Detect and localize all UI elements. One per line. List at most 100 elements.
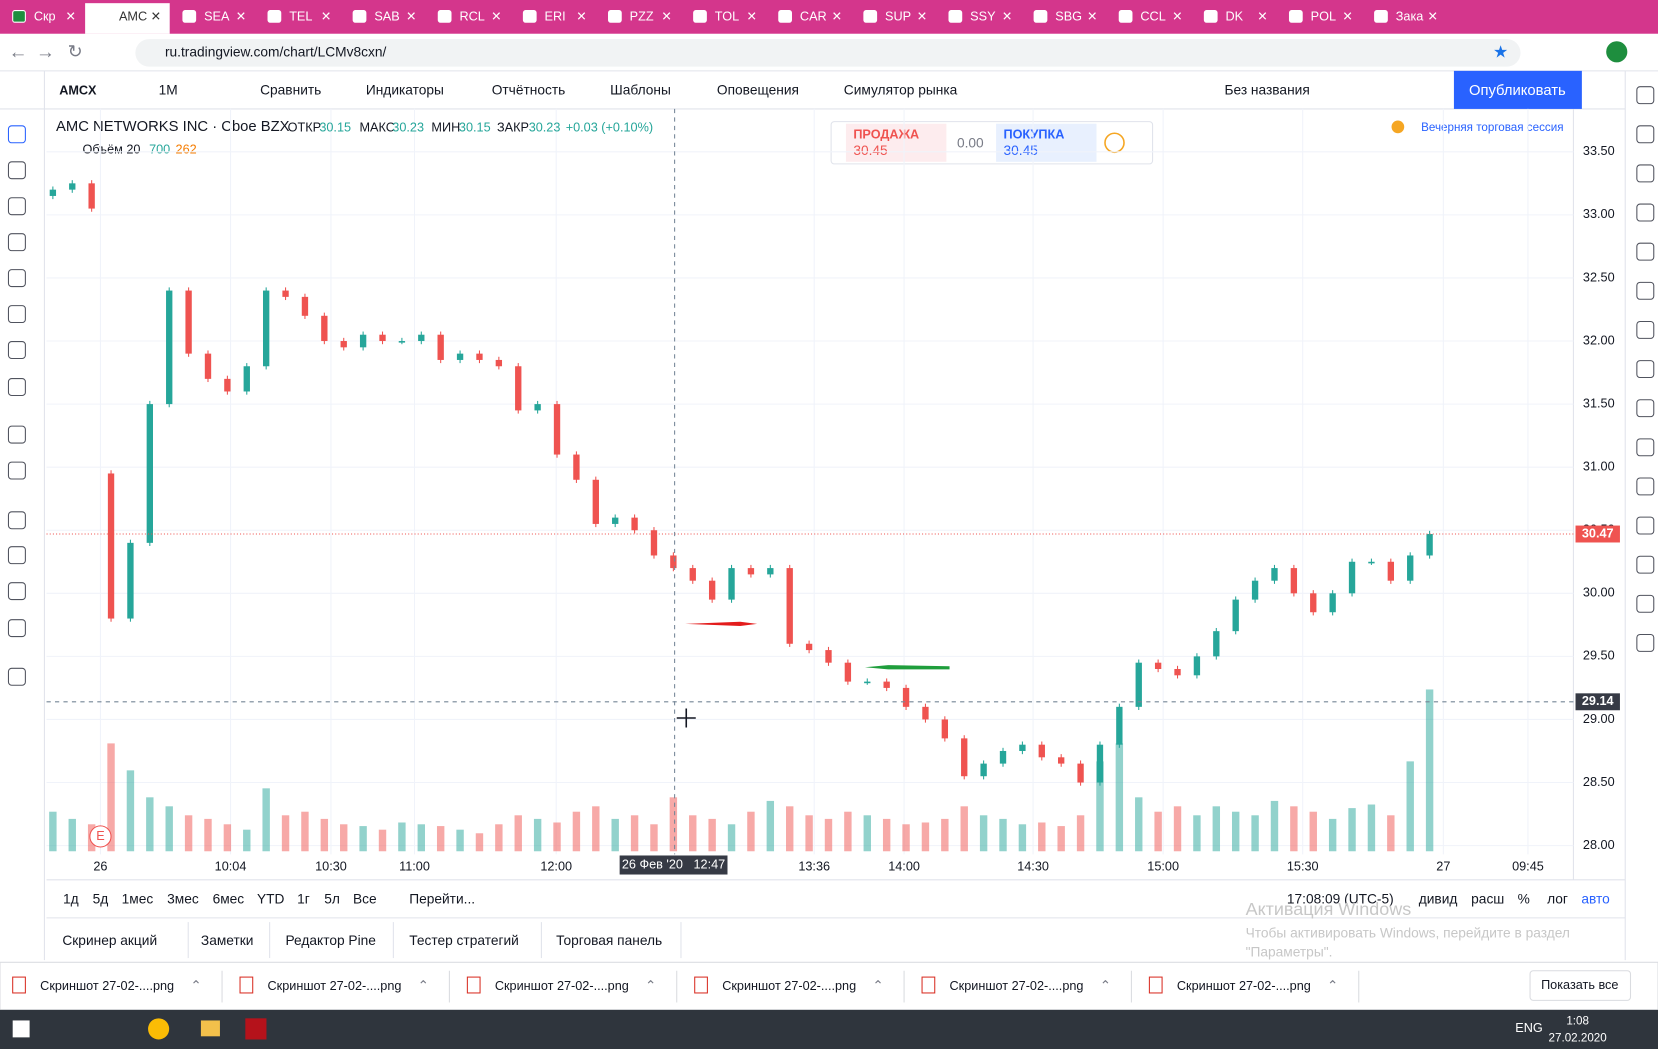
- symbol[interactable]: AMCX: [59, 83, 97, 97]
- tab-title[interactable]: SBG: [1055, 9, 1082, 23]
- toolbar-item[interactable]: Симулятор рынка: [844, 83, 958, 98]
- download-item[interactable]: Скриншот 27-02-....png: [950, 979, 1084, 993]
- tab-close[interactable]: ✕: [1087, 9, 1098, 23]
- tool-icon[interactable]: [7, 511, 26, 530]
- toolbar-item[interactable]: Оповещения: [717, 83, 799, 98]
- tab-close[interactable]: ✕: [1257, 9, 1268, 23]
- sidebar-icon[interactable]: [1636, 125, 1655, 144]
- tab-close[interactable]: ✕: [832, 9, 843, 23]
- range-button[interactable]: 1д: [63, 892, 79, 907]
- tab-close[interactable]: ✕: [236, 9, 247, 23]
- tool-icon[interactable]: [7, 461, 26, 480]
- tool-icon[interactable]: [7, 378, 26, 397]
- tab-close[interactable]: ✕: [321, 9, 332, 23]
- tab-title[interactable]: SUP: [885, 9, 911, 23]
- download-item[interactable]: Скриншот 27-02-....png: [1177, 979, 1311, 993]
- url-field[interactable]: [135, 39, 1521, 67]
- bottom-tab[interactable]: Торговая панель: [556, 933, 662, 948]
- bookmark[interactable]: ★: [1493, 42, 1508, 61]
- drawing-arrow[interactable]: [685, 621, 758, 627]
- show-all-button[interactable]: [1529, 970, 1632, 1001]
- bottom-tab[interactable]: Тестер стратегий: [409, 933, 519, 948]
- tab-title[interactable]: RCL: [459, 9, 484, 23]
- bottom-tab[interactable]: Заметки: [201, 933, 254, 948]
- tool-icon[interactable]: [7, 233, 26, 252]
- sidebar-icon[interactable]: [1636, 438, 1655, 457]
- download-item[interactable]: Скриншот 27-02-....png: [722, 979, 856, 993]
- tab-title[interactable]: TEL: [289, 9, 312, 23]
- sidebar-icon[interactable]: [1636, 281, 1655, 300]
- tab-title[interactable]: POL: [1311, 9, 1336, 23]
- pdf-icon[interactable]: [245, 1018, 267, 1040]
- toolbar-item[interactable]: Индикаторы: [366, 83, 444, 98]
- tab-close[interactable]: ✕: [1002, 9, 1013, 23]
- tool-icon[interactable]: [7, 125, 26, 144]
- bottom-tab[interactable]: Редактор Pine: [285, 933, 376, 948]
- tab-title[interactable]: TOL: [715, 9, 739, 23]
- sidebar-icon[interactable]: [1636, 320, 1655, 339]
- tab-title[interactable]: Скр: [34, 9, 56, 23]
- sidebar-icon[interactable]: [1636, 164, 1655, 183]
- forward[interactable]: →: [36, 42, 55, 63]
- goto[interactable]: Перейти...: [409, 892, 475, 907]
- range-button[interactable]: 1г: [297, 892, 310, 907]
- tool-icon[interactable]: [7, 305, 26, 324]
- tab-close[interactable]: ✕: [661, 9, 672, 23]
- tab-title[interactable]: Зака: [1396, 9, 1425, 23]
- tool-icon[interactable]: [7, 197, 26, 216]
- range-button[interactable]: 1мес: [122, 892, 154, 907]
- tab-title[interactable]: CCL: [1140, 9, 1165, 23]
- tab-close[interactable]: ✕: [151, 9, 162, 23]
- range-button[interactable]: 5д: [93, 892, 109, 907]
- tool-icon[interactable]: [7, 341, 26, 360]
- sidebar-icon[interactable]: [1636, 360, 1655, 379]
- sidebar-icon[interactable]: [1636, 477, 1655, 496]
- tab-title[interactable]: SEA: [204, 9, 230, 23]
- start-button[interactable]: [12, 1020, 30, 1038]
- sidebar-icon[interactable]: [1636, 203, 1655, 222]
- profile[interactable]: [1606, 41, 1628, 63]
- range-button[interactable]: YTD: [257, 892, 285, 907]
- sidebar-icon[interactable]: [1636, 242, 1655, 261]
- tab-close[interactable]: ✕: [747, 9, 758, 23]
- bottom-tab[interactable]: Скринер акций: [62, 933, 157, 948]
- tab-close[interactable]: ✕: [576, 9, 587, 23]
- range-button[interactable]: 5л: [324, 892, 340, 907]
- tab-close[interactable]: ✕: [406, 9, 417, 23]
- chart-option[interactable]: расш: [1471, 892, 1504, 907]
- layout-name[interactable]: Без названия: [1224, 83, 1309, 98]
- tab-title[interactable]: AMC: [119, 9, 147, 23]
- tab-close[interactable]: ✕: [1427, 9, 1438, 23]
- interval[interactable]: 1M: [159, 83, 178, 98]
- back[interactable]: ←: [8, 42, 27, 63]
- sidebar-icon[interactable]: [1636, 516, 1655, 535]
- drawing-arrow[interactable]: [864, 665, 950, 670]
- toolbar-item[interactable]: Сравнить: [260, 83, 321, 98]
- explorer-icon[interactable]: [200, 1020, 220, 1037]
- range-button[interactable]: 3мес: [167, 892, 199, 907]
- download-item[interactable]: Скриншот 27-02-....png: [268, 979, 402, 993]
- tool-icon[interactable]: [7, 582, 26, 601]
- tool-icon[interactable]: [7, 667, 26, 686]
- toolbar-item[interactable]: Отчётность: [492, 83, 566, 98]
- sidebar-icon[interactable]: [1636, 633, 1655, 652]
- range-button[interactable]: Все: [353, 892, 377, 907]
- chrome-icon[interactable]: [148, 1018, 170, 1040]
- download-item[interactable]: Скриншот 27-02-....png: [495, 979, 629, 993]
- tool-icon[interactable]: [7, 619, 26, 638]
- earnings-badge[interactable]: [89, 825, 112, 848]
- tab-title[interactable]: SSY: [970, 9, 996, 23]
- chart-option[interactable]: %: [1518, 892, 1530, 907]
- tab-title[interactable]: CAR: [800, 9, 827, 23]
- reload[interactable]: ↻: [68, 42, 83, 62]
- tool-icon[interactable]: [7, 269, 26, 288]
- tab-title[interactable]: SAB: [374, 9, 399, 23]
- toolbar-item[interactable]: Шаблоны: [610, 83, 671, 98]
- chart-option[interactable]: лог: [1547, 892, 1568, 907]
- tab-title[interactable]: DK: [1226, 9, 1244, 23]
- tab-close[interactable]: ✕: [491, 9, 502, 23]
- tab-title[interactable]: PZZ: [630, 9, 654, 23]
- tab-title[interactable]: ERI: [545, 9, 566, 23]
- tool-icon[interactable]: [7, 161, 26, 180]
- sidebar-icon[interactable]: [1636, 555, 1655, 574]
